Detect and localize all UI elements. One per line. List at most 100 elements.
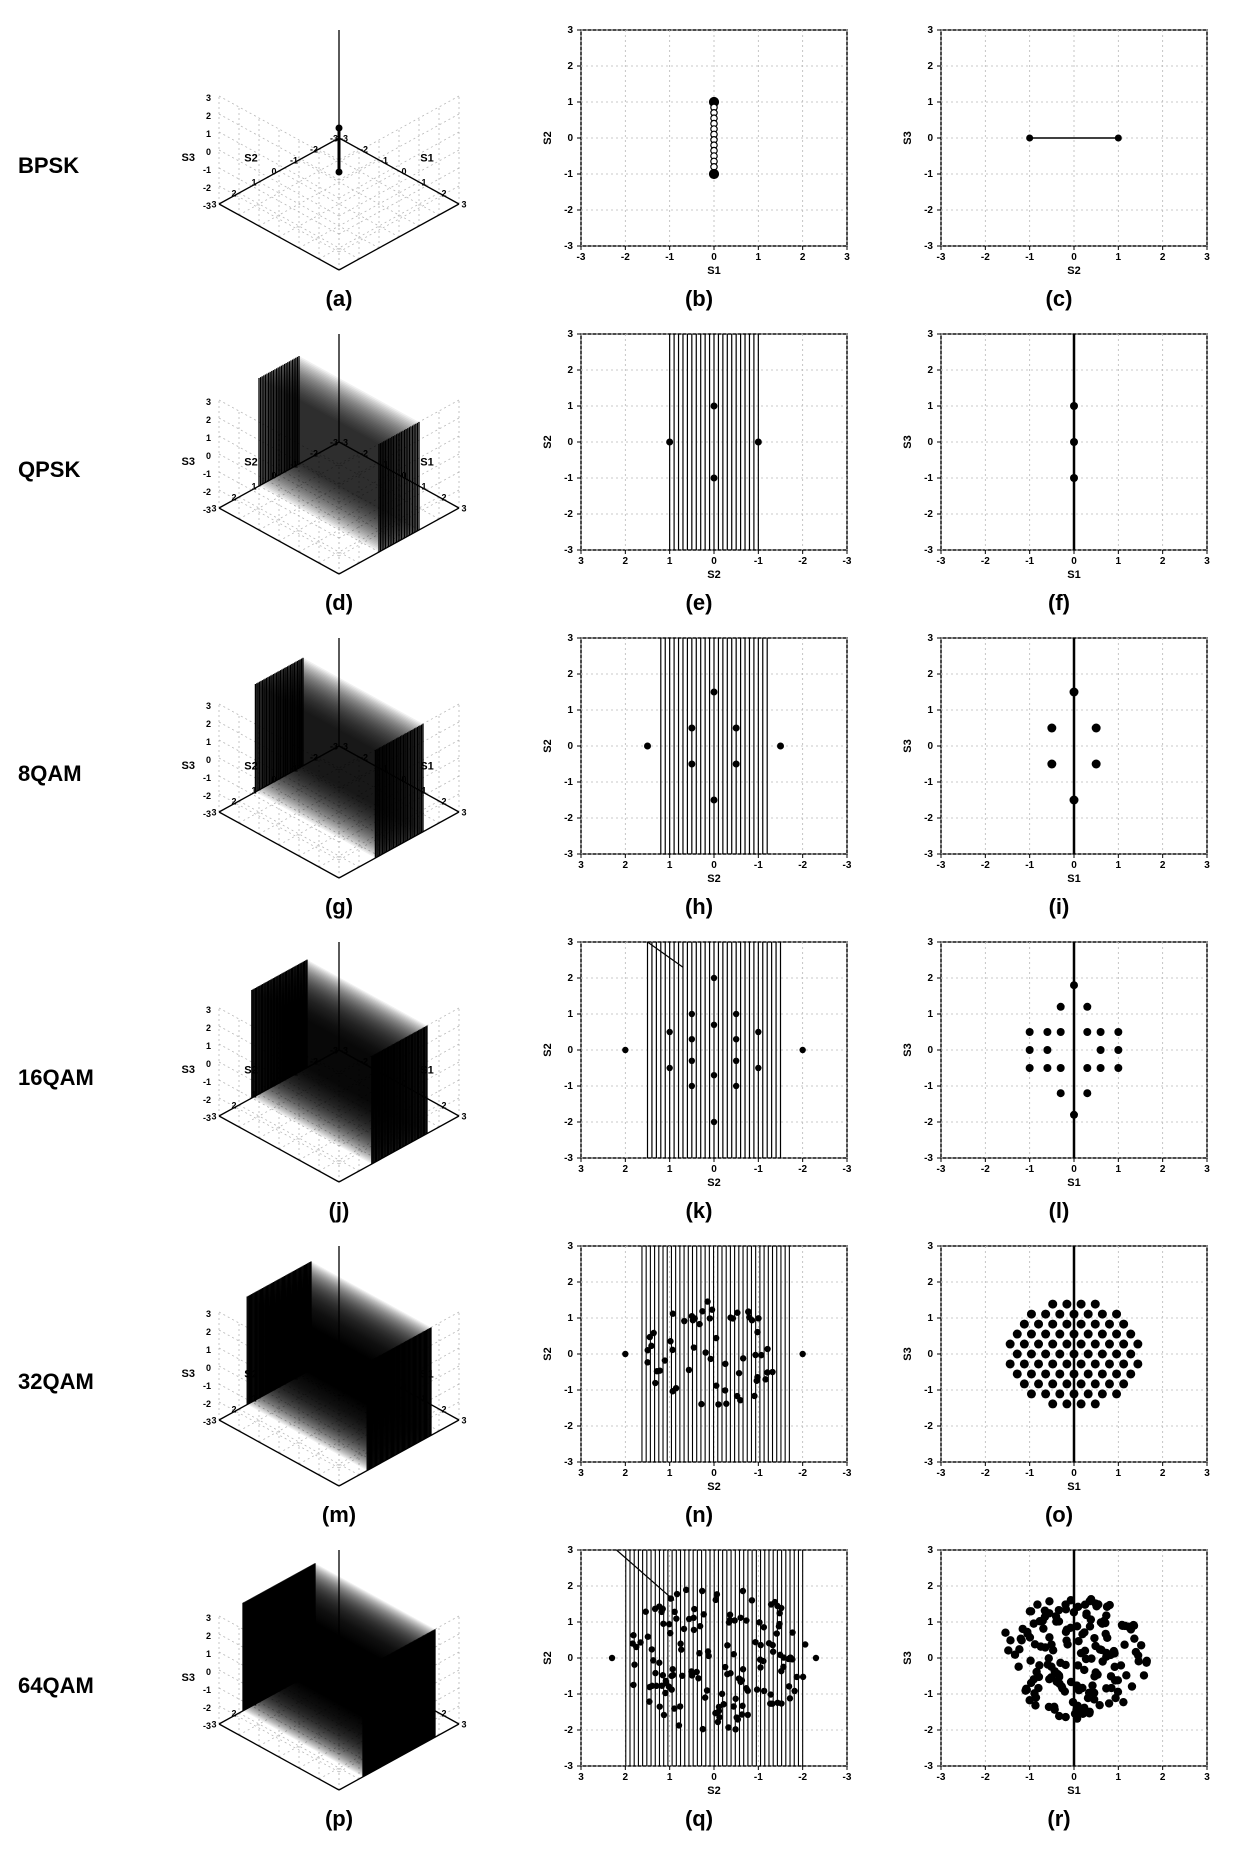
- svg-text:-2: -2: [360, 144, 368, 154]
- svg-text:3: 3: [927, 633, 933, 644]
- svg-text:1: 1: [206, 1649, 211, 1659]
- svg-text:2: 2: [206, 1631, 211, 1641]
- svg-text:-2: -2: [981, 860, 990, 871]
- svg-text:1: 1: [1116, 860, 1122, 871]
- svg-text:3: 3: [211, 807, 216, 817]
- svg-text:2: 2: [567, 365, 573, 376]
- svg-text:3: 3: [844, 252, 850, 263]
- panel-qpsk-1: -3-2-10123-3-2-10123S2S2(e): [528, 324, 870, 616]
- svg-text:-2: -2: [564, 509, 573, 520]
- svg-text:2: 2: [927, 61, 933, 72]
- svg-text:0: 0: [711, 556, 717, 567]
- svg-text:S2: S2: [244, 457, 257, 469]
- svg-text:S2: S2: [542, 435, 554, 448]
- panel-qam32-2: -3-2-10123-3-2-10123S1S3(o): [888, 1236, 1230, 1528]
- svg-text:3: 3: [578, 1164, 584, 1175]
- svg-text:3: 3: [206, 1613, 211, 1623]
- svg-text:-1: -1: [924, 1081, 933, 1092]
- svg-text:-3: -3: [203, 505, 211, 515]
- svg-text:0: 0: [1071, 860, 1077, 871]
- svg-text:1: 1: [251, 481, 256, 491]
- svg-text:-3: -3: [843, 556, 852, 567]
- svg-text:2: 2: [567, 61, 573, 72]
- svg-text:S1: S1: [420, 457, 433, 469]
- svg-text:-2: -2: [798, 1468, 807, 1479]
- svg-text:3: 3: [461, 199, 466, 209]
- svg-text:0: 0: [927, 437, 933, 448]
- svg-text:3: 3: [567, 1545, 573, 1556]
- svg-text:-1: -1: [924, 1689, 933, 1700]
- svg-text:0: 0: [206, 451, 211, 461]
- svg-text:-3: -3: [564, 545, 573, 556]
- svg-text:-2: -2: [798, 860, 807, 871]
- svg-text:-1: -1: [924, 1385, 933, 1396]
- svg-text:3: 3: [578, 860, 584, 871]
- svg-text:2: 2: [231, 1404, 236, 1414]
- svg-text:2: 2: [231, 188, 236, 198]
- svg-text:S2: S2: [542, 131, 554, 144]
- svg-text:-2: -2: [981, 252, 990, 263]
- svg-text:S1: S1: [1067, 1481, 1080, 1493]
- svg-text:-1: -1: [290, 155, 298, 165]
- svg-text:2: 2: [927, 669, 933, 680]
- svg-text:1: 1: [567, 97, 573, 108]
- svg-text:2: 2: [1160, 556, 1166, 567]
- svg-text:3: 3: [567, 633, 573, 644]
- svg-text:S2: S2: [707, 569, 720, 581]
- svg-text:3: 3: [206, 93, 211, 103]
- svg-text:0: 0: [711, 1772, 717, 1783]
- svg-text:2: 2: [927, 973, 933, 984]
- svg-text:0: 0: [927, 741, 933, 752]
- svg-text:-2: -2: [564, 1725, 573, 1736]
- svg-text:3: 3: [927, 1241, 933, 1252]
- panel-qam32-1: -3-2-10123-3-2-10123S2S2(n): [528, 1236, 870, 1528]
- chart-svg: -3-2-10123-3-2-10123-3-2-10123S1S2S3: [179, 932, 499, 1192]
- panel-qam8-1: -3-2-10123-3-2-10123S2S2(h): [528, 628, 870, 920]
- sub-label: (r): [1047, 1806, 1070, 1832]
- svg-text:-1: -1: [203, 1077, 211, 1087]
- svg-text:0: 0: [927, 1653, 933, 1664]
- svg-text:2: 2: [800, 252, 806, 263]
- svg-text:3: 3: [211, 199, 216, 209]
- svg-text:-1: -1: [203, 1685, 211, 1695]
- svg-text:1: 1: [927, 97, 933, 108]
- svg-text:-3: -3: [564, 1761, 573, 1772]
- svg-text:2: 2: [206, 719, 211, 729]
- svg-text:1: 1: [927, 1009, 933, 1020]
- svg-text:3: 3: [927, 329, 933, 340]
- svg-text:2: 2: [441, 796, 446, 806]
- svg-text:0: 0: [1071, 1164, 1077, 1175]
- svg-text:-3: -3: [937, 252, 946, 263]
- svg-text:2: 2: [206, 1023, 211, 1033]
- svg-text:-1: -1: [564, 1385, 573, 1396]
- svg-text:-1: -1: [203, 1381, 211, 1391]
- svg-text:2: 2: [231, 796, 236, 806]
- svg-text:1: 1: [1116, 252, 1122, 263]
- svg-text:-1: -1: [564, 1689, 573, 1700]
- svg-text:2: 2: [567, 1277, 573, 1288]
- svg-text:-2: -2: [924, 1725, 933, 1736]
- svg-text:-2: -2: [564, 1421, 573, 1432]
- svg-text:S2: S2: [244, 153, 257, 165]
- svg-text:S3: S3: [182, 1672, 195, 1684]
- svg-text:1: 1: [421, 481, 426, 491]
- svg-text:0: 0: [401, 166, 406, 176]
- svg-text:0: 0: [1071, 1468, 1077, 1479]
- sub-label: (f): [1048, 590, 1070, 616]
- svg-text:-2: -2: [981, 556, 990, 567]
- row-label-qam64: 64QAM: [10, 1673, 150, 1699]
- svg-text:1: 1: [667, 1468, 673, 1479]
- sub-label: (o): [1045, 1502, 1073, 1528]
- svg-text:0: 0: [567, 741, 573, 752]
- sub-label: (p): [325, 1806, 353, 1832]
- panel-qam64-1: -3-2-10123-3-2-10123S2S2(q): [528, 1540, 870, 1832]
- svg-text:-3: -3: [203, 809, 211, 819]
- svg-text:2: 2: [567, 1581, 573, 1592]
- svg-text:3: 3: [1204, 1164, 1210, 1175]
- svg-text:-1: -1: [754, 556, 763, 567]
- chart-svg: -3-2-10123-3-2-10123S2S2: [539, 628, 859, 888]
- panel-bpsk-0: -3-2-10123-3-2-10123-3-2-10123S1S2S3(a): [168, 20, 510, 312]
- chart-svg: -3-2-10123-3-2-10123S2S2: [539, 324, 859, 584]
- svg-text:S1: S1: [707, 265, 720, 277]
- svg-text:-3: -3: [924, 849, 933, 860]
